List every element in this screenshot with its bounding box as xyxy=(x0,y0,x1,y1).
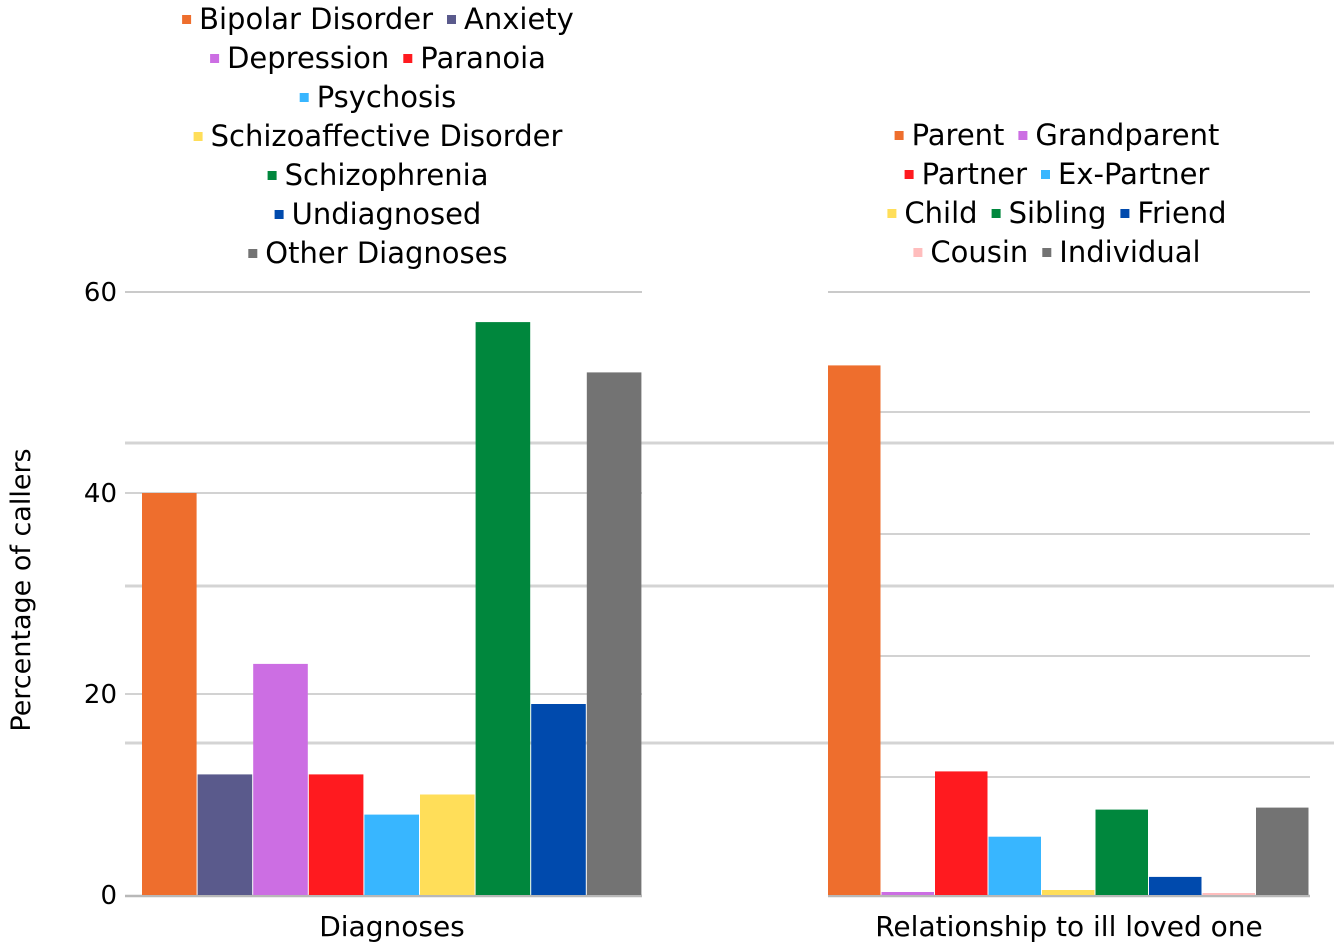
legend-label-child: Child xyxy=(904,196,977,230)
bar-other-diagnoses xyxy=(586,372,642,895)
bar-ex-partner xyxy=(988,836,1041,895)
bar-schizoaffective-disorder xyxy=(420,794,475,895)
bar-depression xyxy=(253,663,308,895)
legend-swatch-depression xyxy=(210,54,220,63)
bar-undiagnosed xyxy=(531,704,586,895)
legend-label-psychosis: Psychosis xyxy=(317,80,457,114)
y-tick-label-40: 40 xyxy=(84,479,117,509)
legend-swatch-paranoia xyxy=(403,54,413,63)
legend-swatch-schizophrenia xyxy=(267,171,277,180)
bar-friend xyxy=(1149,876,1202,895)
bar-child xyxy=(1042,890,1095,895)
legend-swatch-undiagnosed xyxy=(274,210,284,219)
category-label-relationship-to-ill-loved-one: Relationship to ill loved one xyxy=(875,910,1263,943)
bar-parent xyxy=(828,365,881,895)
legend-label-schizophrenia: Schizophrenia xyxy=(285,158,489,192)
legend-swatch-cousin xyxy=(913,248,923,257)
legend-label-undiagnosed: Undiagnosed xyxy=(292,197,482,231)
legend-swatch-parent xyxy=(894,131,904,140)
legend-swatch-anxiety xyxy=(447,15,456,24)
legend-swatch-psychosis xyxy=(299,93,309,102)
legend-label-partner: Partner xyxy=(922,157,1027,191)
legend-label-cousin: Cousin xyxy=(930,235,1028,269)
legend-swatch-schizoaffective-disorder xyxy=(193,132,203,141)
legend-swatch-individual xyxy=(1042,248,1052,257)
y-tick-label-0: 0 xyxy=(100,881,117,911)
bar-anxiety xyxy=(197,774,253,895)
legend-swatch-sibling xyxy=(991,209,1001,218)
bar-paranoia xyxy=(308,774,364,895)
legend-swatch-partner xyxy=(904,170,914,179)
bar-partner xyxy=(935,771,988,895)
y-tick-label-60: 60 xyxy=(84,278,117,308)
legend-label-individual: Individual xyxy=(1059,235,1200,269)
category-label-diagnoses: Diagnoses xyxy=(319,910,465,943)
legend-label-ex-partner: Ex-Partner xyxy=(1058,157,1209,191)
bar-psychosis xyxy=(364,814,419,895)
axes: Percentage of callers 0 20 40 60 Diagnoses Re… xyxy=(6,278,1263,943)
legend-label-depression: Depression xyxy=(227,41,389,75)
legend-swatch-friend xyxy=(1120,209,1130,218)
y-tick-label-20: 20 xyxy=(84,680,117,710)
bar-schizophrenia xyxy=(475,322,531,896)
legend-swatch-bipolar-disorder xyxy=(182,15,192,24)
bar-cousin xyxy=(1202,893,1255,895)
legend-swatch-other-diagnoses xyxy=(248,249,258,258)
legend-label-grandparent: Grandparent xyxy=(1035,118,1219,152)
legend-label-friend: Friend xyxy=(1137,196,1226,230)
legend-label-schizoaffective-disorder: Schizoaffective Disorder xyxy=(211,119,563,153)
gridlines xyxy=(125,291,1334,898)
legend-label-parent: Parent xyxy=(912,118,1005,152)
legends: Bipolar Disorder Anxiety Depression Paranoi… xyxy=(182,2,1227,270)
legend-label-paranoia: Paranoia xyxy=(420,41,546,75)
y-axis-title: Percentage of callers xyxy=(6,448,37,731)
bar-sibling xyxy=(1095,809,1148,895)
legend-swatch-grandparent xyxy=(1018,131,1028,140)
legend-swatch-child xyxy=(887,209,897,218)
legend-label-bipolar-disorder: Bipolar Disorder xyxy=(199,2,433,36)
bar-bipolar-disorder xyxy=(142,493,197,895)
legend-swatch-ex-partner xyxy=(1041,170,1050,179)
bars xyxy=(142,322,1309,896)
legend-1: Bipolar Disorder Anxiety Depression Paranoi… xyxy=(182,2,574,270)
legend-label-other-diagnoses: Other Diagnoses xyxy=(265,236,507,270)
legend-label-sibling: Sibling xyxy=(1009,196,1107,230)
bar-individual xyxy=(1256,807,1309,895)
legend-label-anxiety: Anxiety xyxy=(464,2,574,36)
bar-grandparent xyxy=(881,892,934,895)
